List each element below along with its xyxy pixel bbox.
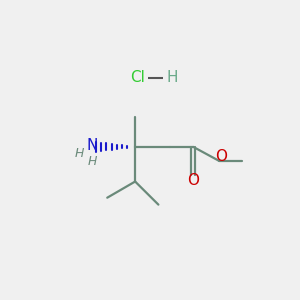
Text: H: H (88, 155, 97, 168)
Text: H: H (167, 70, 178, 85)
Text: H: H (75, 147, 84, 160)
Text: N: N (86, 138, 98, 153)
Text: Cl: Cl (130, 70, 145, 85)
Text: O: O (187, 173, 199, 188)
Text: O: O (215, 149, 227, 164)
